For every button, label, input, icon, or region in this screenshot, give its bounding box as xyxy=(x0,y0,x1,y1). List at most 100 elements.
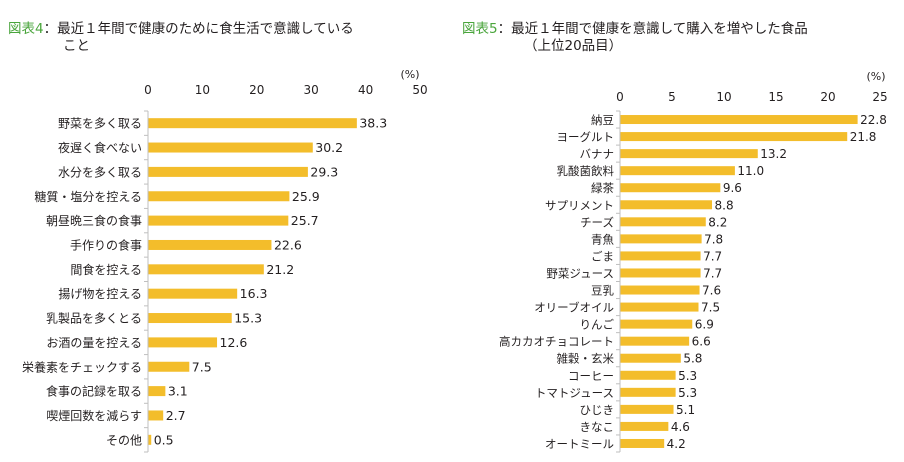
chart2-bar xyxy=(620,302,699,312)
chart2-title: 図表5：最近１年間で健康を意識して購入を増やした食品 （上位20品目） xyxy=(462,21,808,55)
chart2-bar xyxy=(620,132,848,142)
chart2-value-label: 6.9 xyxy=(695,318,714,332)
chart2-value-label: 7.5 xyxy=(701,301,720,315)
chart1-tick-label: 10 xyxy=(195,83,210,97)
chart2-value-label: 8.8 xyxy=(715,198,734,212)
chart2-bar xyxy=(620,319,693,329)
chart2-bar xyxy=(620,115,858,125)
chart1-bar xyxy=(148,142,313,153)
chart1-value-label: 12.6 xyxy=(220,335,248,350)
chart2-category-label: ひじき xyxy=(580,403,615,417)
chart1-value-label: 0.5 xyxy=(154,432,174,447)
chart2-value-label: 4.6 xyxy=(671,420,690,434)
chart2-category-label: りんご xyxy=(580,318,615,332)
chart2-bar xyxy=(620,404,674,414)
chart2-tick-label: 10 xyxy=(716,90,731,104)
chart1-title-separator: ： xyxy=(43,21,58,37)
chart1-category-label: 栄養素をチェックする xyxy=(22,359,142,374)
chart2-tick-label: 5 xyxy=(668,90,676,104)
chart1-bar xyxy=(148,118,357,129)
chart2-category-label: 野菜ジュース xyxy=(546,266,614,280)
chart1-bar xyxy=(148,410,164,421)
chart1-category-label: 朝昼晩三食の食事 xyxy=(46,213,142,228)
chart2-value-label: 7.6 xyxy=(702,284,721,298)
chart1-category-label: 野菜を多く取る xyxy=(58,117,142,131)
chart2-category-label: 納豆 xyxy=(591,113,614,127)
chart1-bar xyxy=(148,434,152,445)
chart1-category-label: 糖質・塩分を控える xyxy=(34,189,142,204)
chart2-value-label: 5.3 xyxy=(678,386,697,400)
chart2-value-label: 7.7 xyxy=(703,266,722,280)
chart1-unit-label: (%) xyxy=(400,68,419,81)
chart2-category-label: 雑穀・玄米 xyxy=(557,352,615,366)
chart2-value-label: 9.6 xyxy=(723,181,742,195)
chart2-category-label: コーヒー xyxy=(568,369,614,383)
chart2-category-label: きなこ xyxy=(580,420,615,434)
chart2-unit-label: (%) xyxy=(866,70,885,83)
chart1-value-label: 15.3 xyxy=(234,311,262,326)
chart2-tick-label: 20 xyxy=(820,90,835,104)
chart2-bar xyxy=(620,251,701,261)
chart2-tick-label: 25 xyxy=(872,90,887,104)
chart2-title-line2: （上位20品目） xyxy=(524,38,623,54)
chart2-category-label: ヨーグルト xyxy=(557,130,615,144)
chart2-value-label: 11.0 xyxy=(737,164,764,178)
chart1-category-label: 間食を控える xyxy=(70,262,142,277)
chart1-category-label: お酒の量を控える xyxy=(46,336,142,350)
chart2-category-label: 高カカオチョコレート xyxy=(499,335,614,349)
chart2-category-label: チーズ xyxy=(580,215,614,229)
chart2-category-label: 青魚 xyxy=(591,232,614,246)
chart2-category-label: バナナ xyxy=(580,147,615,161)
chart2-bar xyxy=(620,166,735,176)
chart2-value-label: 6.6 xyxy=(692,335,711,349)
chart1-tick-label: 20 xyxy=(249,83,264,97)
chart2-category-label: トマトジュース xyxy=(535,386,614,400)
chart1-bar xyxy=(148,239,272,250)
chart2-bar xyxy=(620,234,702,244)
chart1-category-label: 夜遅く食べない xyxy=(58,140,142,155)
chart1-category-label: 揚げ物を控える xyxy=(58,287,142,301)
chart1-value-label: 22.6 xyxy=(274,237,302,252)
chart1-bar xyxy=(148,166,308,177)
chart1-bar xyxy=(148,191,290,202)
chart1-bar xyxy=(148,288,238,299)
chart2-category-label: ごま xyxy=(591,249,614,263)
chart2-value-label: 8.2 xyxy=(708,215,727,229)
chart1-category-label: 水分を多く取る xyxy=(58,165,142,179)
chart1-bar xyxy=(148,215,289,226)
chart2-bar xyxy=(620,370,676,380)
chart1-title: 図表4：最近１年間で健康のために食生活で意識している こと xyxy=(8,21,354,55)
chart1-value-label: 7.5 xyxy=(192,359,212,374)
chart1-value-label: 25.9 xyxy=(292,189,320,204)
chart2-bar xyxy=(620,149,758,159)
chart2-figure-label: 図表5 xyxy=(462,21,498,37)
chart1-category-label: その他 xyxy=(106,433,142,447)
chart2-bar xyxy=(620,200,713,210)
chart1-tick-label: 40 xyxy=(358,83,373,97)
chart1-value-label: 21.2 xyxy=(266,262,294,277)
chart2-value-label: 5.8 xyxy=(683,352,702,366)
chart2-bar xyxy=(620,421,669,431)
chart2-bar xyxy=(620,387,676,397)
chart2-bar xyxy=(620,285,700,295)
chart1-category-label: 喫煙回数を減らす xyxy=(46,408,142,423)
chart2-value-label: 21.8 xyxy=(850,130,877,144)
chart2-value-label: 7.8 xyxy=(704,232,723,246)
chart1-value-label: 3.1 xyxy=(168,384,188,399)
chart2-value-label: 4.2 xyxy=(667,437,686,451)
chart1-bar xyxy=(148,337,218,348)
chart2-title-line1: 最近１年間で健康を意識して購入を増やした食品 xyxy=(511,21,808,37)
chart2-value-label: 7.7 xyxy=(703,249,722,263)
chart2-tick-label: 0 xyxy=(616,90,624,104)
chart2-bar xyxy=(620,183,721,193)
chart1-tick-label: 0 xyxy=(144,83,152,97)
chart1-value-label: 29.3 xyxy=(310,164,338,179)
chart2-bar xyxy=(620,217,706,227)
chart2-category-label: サプリメント xyxy=(545,198,614,212)
chart2-bar xyxy=(620,353,681,363)
chart1-figure-label: 図表4 xyxy=(8,21,44,37)
chart2-category-label: 緑茶 xyxy=(591,181,614,195)
chart1-category-label: 手作りの食事 xyxy=(70,237,142,252)
chart2-title-separator: ： xyxy=(497,21,512,37)
